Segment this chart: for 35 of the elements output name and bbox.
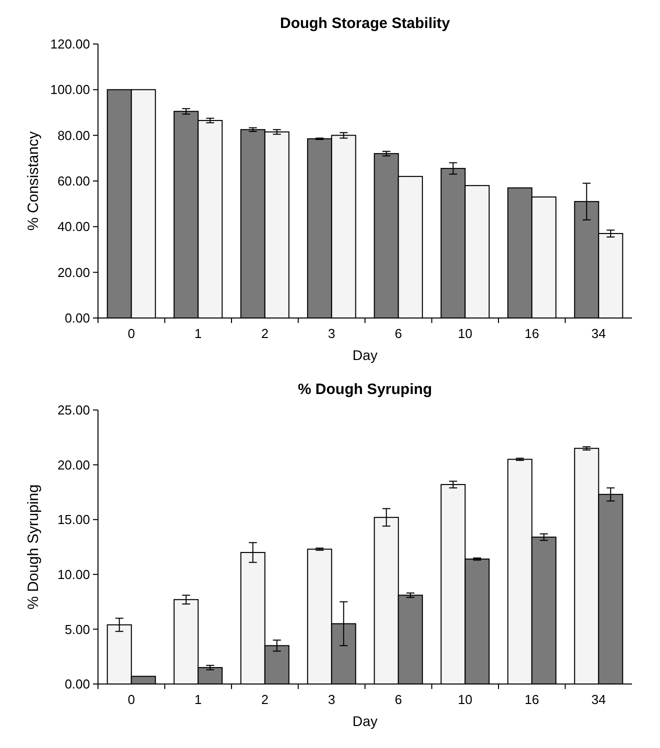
y-tick-label: 10.00 [57,566,90,582]
x-tick-label: 0 [128,692,135,707]
x-tick-label: 3 [328,692,336,707]
x-tick-label: 0 [128,326,135,341]
y-tick-label: 80.00 [57,128,90,143]
x-tick-label: 3 [328,326,336,341]
x-tick-label: 34 [591,326,606,341]
x-tick-label: 6 [394,326,402,341]
y-tick-label: 25.00 [57,402,90,418]
x-tick-label: 1 [194,692,202,707]
x-tick-label: 10 [458,692,472,707]
y-axis-title: % Dough Syruping [25,484,42,610]
chart-title: Dough Storage Stability [280,15,451,32]
y-tick-label: 20.00 [57,264,90,280]
chart-title: % Dough Syruping [298,381,432,398]
y-tick-label: 15.00 [57,512,90,528]
x-tick-label: 6 [394,692,402,707]
x-axis-title: Day [352,347,378,363]
x-tick-label: 10 [458,326,472,341]
y-tick-label: 0.00 [64,310,90,326]
x-tick-label: 2 [261,692,268,707]
x-tick-label: 16 [524,692,540,707]
x-axis-title: Day [352,713,378,729]
y-tick-label: 40.00 [57,219,90,234]
y-tick-label: 100.00 [50,82,90,98]
y-axis-title: % Consistancy [25,130,42,231]
x-tick-label: 1 [194,326,202,341]
y-tick-label: 60.00 [57,174,90,189]
y-tick-label: 0.00 [64,676,90,692]
x-tick-label: 2 [261,326,268,341]
x-tick-label: 16 [524,326,540,341]
y-tick-label: 20.00 [57,457,90,472]
y-tick-label: 5.00 [64,622,90,637]
x-tick-label: 34 [591,692,606,707]
y-tick-label: 120.00 [50,36,90,52]
